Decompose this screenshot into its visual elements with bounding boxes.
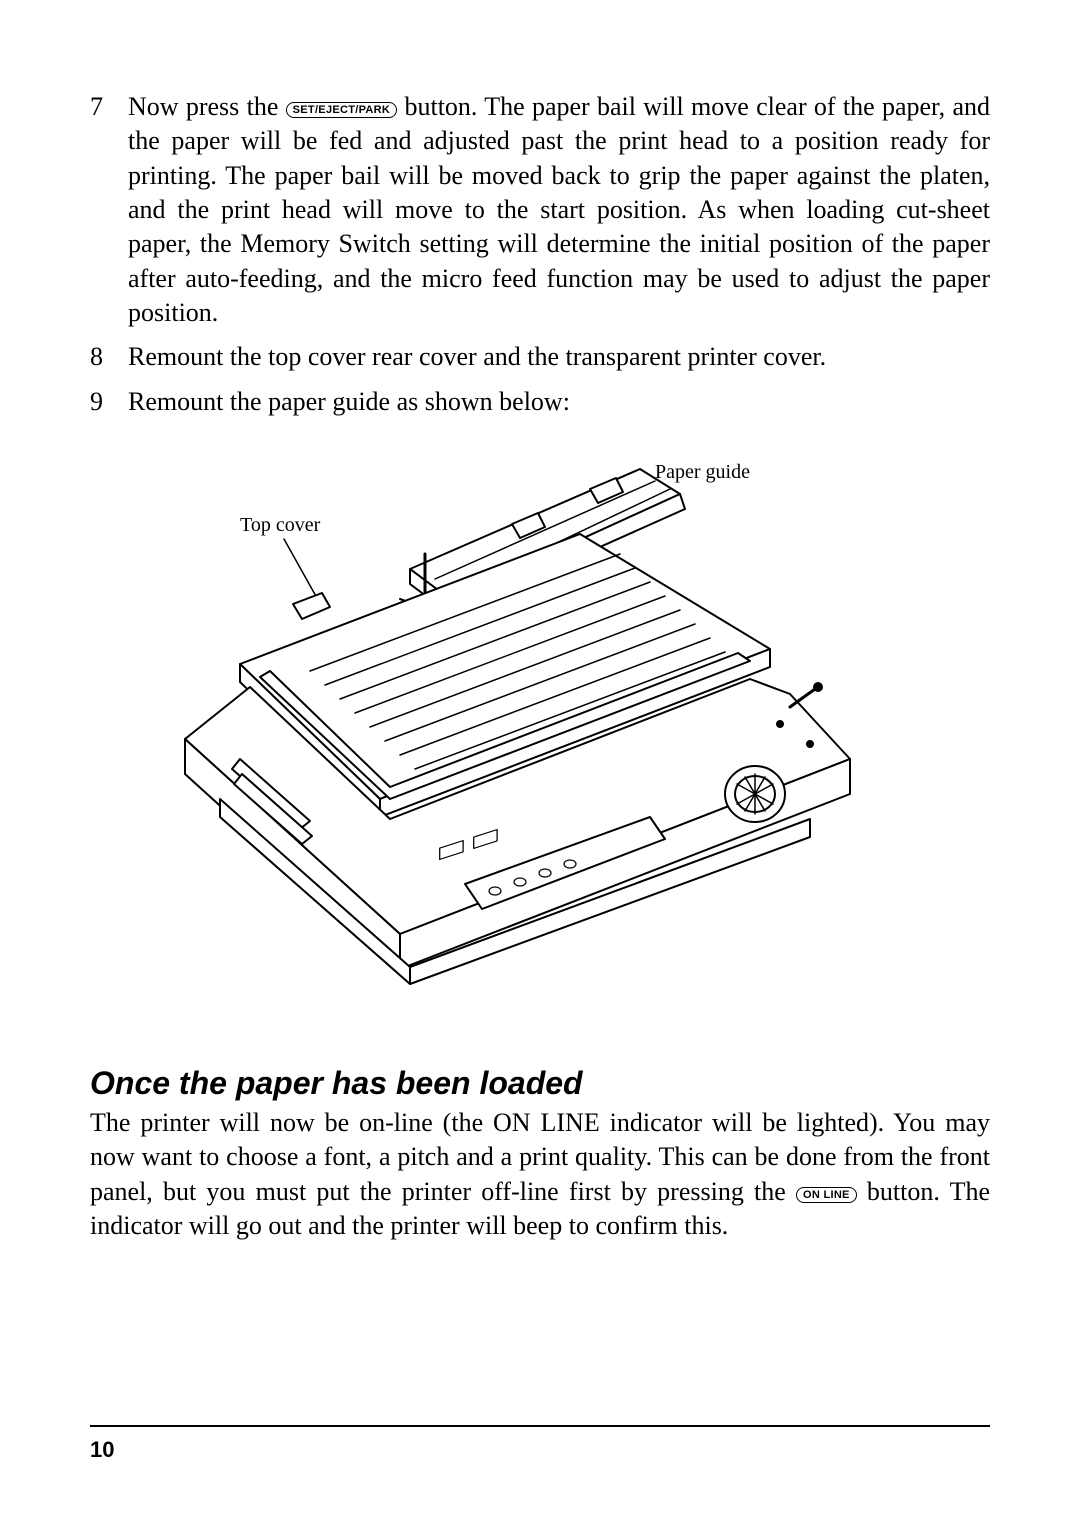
section-heading: Once the paper has been loaded <box>90 1065 990 1102</box>
printer-illustration <box>90 439 990 999</box>
step-list: Now press the SET/EJECT/PARK button. The… <box>90 90 990 419</box>
page-footer: 10 <box>90 1425 990 1463</box>
step-9-text: Remount the paper guide as shown below: <box>128 387 570 416</box>
section-paragraph: The printer will now be on-line (the ON … <box>90 1106 990 1243</box>
section-once-loaded: Once the paper has been loaded The print… <box>90 1065 990 1243</box>
step-8: Remount the top cover rear cover and the… <box>90 340 990 374</box>
footer-rule <box>90 1425 990 1427</box>
page-number: 10 <box>90 1437 990 1463</box>
step-9: Remount the paper guide as shown below: <box>90 385 990 419</box>
on-line-button-label: ON LINE <box>796 1187 857 1203</box>
printer-figure: Top cover Paper guide <box>90 439 990 999</box>
step-7: Now press the SET/EJECT/PARK button. The… <box>90 90 990 330</box>
step-7-text-a: Now press the <box>128 92 286 121</box>
set-eject-park-button-label: SET/EJECT/PARK <box>286 102 398 118</box>
step-8-text: Remount the top cover rear cover and the… <box>128 342 826 371</box>
manual-page: Now press the SET/EJECT/PARK button. The… <box>0 0 1080 1533</box>
step-7-text-b: button. The paper bail will move clear o… <box>128 92 990 327</box>
